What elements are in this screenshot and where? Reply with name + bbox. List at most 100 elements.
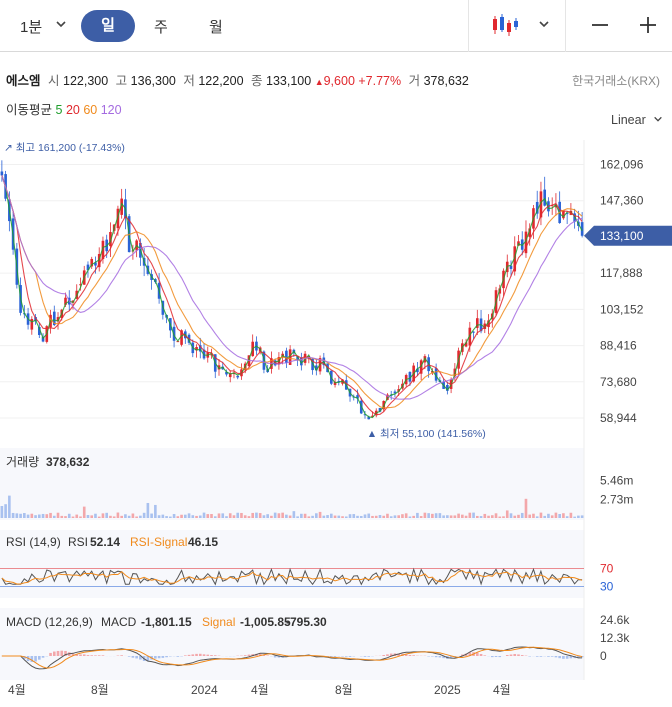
macd-histogram-bar bbox=[277, 656, 281, 658]
volume-bar bbox=[397, 515, 401, 518]
volume-bar bbox=[183, 514, 187, 518]
volume-bar bbox=[401, 514, 404, 518]
ma-120: 120 bbox=[100, 103, 122, 117]
volume-bar bbox=[412, 515, 415, 518]
volume-label: 거래량 bbox=[6, 455, 39, 469]
macd-histogram-bar bbox=[258, 653, 262, 656]
candle-body bbox=[356, 395, 359, 399]
candle-body bbox=[539, 191, 543, 218]
volume-bar bbox=[498, 516, 502, 518]
volume-bar bbox=[79, 516, 82, 518]
volume-bar bbox=[228, 513, 232, 518]
chevron-down-icon[interactable] bbox=[538, 18, 550, 30]
x-tick-label: 8월 bbox=[335, 683, 353, 697]
period-tab-month[interactable]: 월 bbox=[209, 19, 223, 36]
volume-bar bbox=[318, 511, 322, 518]
macd-histogram-bar bbox=[101, 655, 105, 656]
volume-bar bbox=[468, 512, 472, 518]
macd-histogram-bar bbox=[344, 656, 348, 657]
candle-body bbox=[393, 391, 397, 394]
macd-histogram-bar bbox=[382, 655, 386, 656]
volume-bar bbox=[131, 513, 135, 518]
volume-bar bbox=[543, 515, 547, 518]
volume-bar bbox=[446, 515, 449, 518]
rsi-series-name: RSI bbox=[68, 535, 88, 549]
candle-body bbox=[446, 384, 449, 391]
candle-body bbox=[367, 416, 371, 420]
macd-histogram-bar bbox=[139, 656, 142, 660]
macd-tick-label: 12.3k bbox=[600, 631, 630, 645]
macd-histogram-bar bbox=[75, 654, 79, 656]
period-tab-week[interactable]: 주 bbox=[154, 19, 168, 36]
macd-histogram-bar bbox=[397, 653, 401, 656]
volume-bar bbox=[45, 514, 49, 518]
macd-histogram-bar bbox=[363, 656, 367, 657]
plus-icon[interactable] bbox=[638, 15, 658, 35]
volume-bar bbox=[382, 515, 386, 518]
macd-histogram-bar bbox=[539, 656, 543, 657]
volume-bar bbox=[187, 513, 191, 518]
macd-histogram-bar bbox=[434, 656, 438, 658]
ma-60: 60 bbox=[83, 103, 98, 117]
volume-bar bbox=[532, 513, 535, 518]
macd-histogram-bar bbox=[483, 655, 487, 656]
volume-bar bbox=[135, 516, 138, 518]
volume-bar bbox=[255, 512, 258, 518]
candle-body bbox=[217, 365, 221, 370]
candle-body bbox=[94, 262, 97, 266]
chevron-down-icon bbox=[654, 116, 663, 122]
candle-body bbox=[109, 232, 112, 247]
volume-bar bbox=[120, 515, 123, 518]
candle-body bbox=[195, 347, 198, 351]
volume-bar bbox=[329, 513, 333, 518]
volume-bar bbox=[337, 515, 341, 518]
y-tick-label: 58,944 bbox=[600, 411, 637, 425]
volume-bar bbox=[243, 515, 247, 518]
macd-histogram-bar bbox=[547, 656, 550, 657]
period-tab-day[interactable]: 일 bbox=[81, 10, 135, 42]
change-percent: +7.77% bbox=[358, 74, 402, 88]
stock-name: 에스엠 bbox=[6, 74, 41, 88]
volume-bar bbox=[333, 515, 337, 518]
open-price: 122,300 bbox=[63, 74, 109, 88]
volume-bar bbox=[367, 513, 371, 518]
macd-histogram-bar bbox=[165, 656, 168, 658]
candle-body bbox=[97, 253, 101, 268]
volume-bar bbox=[26, 514, 30, 518]
macd-histogram-bar bbox=[213, 655, 217, 656]
volume-bar bbox=[475, 515, 479, 518]
scale-mode-button[interactable]: Linear bbox=[611, 113, 663, 127]
minus-icon[interactable] bbox=[590, 15, 610, 35]
volume-bar bbox=[169, 516, 172, 518]
chevron-down-icon[interactable] bbox=[55, 18, 67, 30]
volume-bar bbox=[562, 513, 565, 518]
volume-bar bbox=[213, 516, 217, 518]
current-price-label: 133,100 bbox=[600, 229, 644, 243]
volume-bar bbox=[341, 516, 344, 518]
macd-histogram-bar bbox=[326, 656, 329, 657]
macd-histogram-bar bbox=[56, 650, 60, 656]
candle-body bbox=[236, 375, 240, 378]
x-tick-label: 2024 bbox=[191, 683, 218, 697]
candlestick-icon[interactable] bbox=[491, 12, 519, 38]
macd-histogram-bar bbox=[389, 653, 393, 656]
candle-body bbox=[509, 265, 513, 269]
interval-select[interactable]: 1분 bbox=[20, 19, 43, 36]
volume-bar bbox=[457, 513, 460, 518]
volume-bar bbox=[124, 514, 127, 518]
volume-bar bbox=[56, 512, 60, 518]
macd-histogram-bar bbox=[195, 653, 198, 656]
volume-bar bbox=[438, 513, 442, 518]
macd-histogram-bar bbox=[206, 654, 210, 656]
volume-bar bbox=[490, 515, 494, 518]
low-marker-label: ▲ 최저 55,100 (141.56%) bbox=[367, 428, 486, 440]
volume-bar bbox=[157, 515, 161, 518]
volume-bar bbox=[494, 513, 498, 518]
volume-bar bbox=[419, 516, 423, 518]
volume-bar bbox=[0, 505, 4, 518]
macd-histogram-bar bbox=[386, 654, 389, 656]
candle-body bbox=[363, 414, 367, 416]
low-price: 122,200 bbox=[198, 74, 244, 88]
x-tick-label: 4월 bbox=[251, 683, 269, 697]
